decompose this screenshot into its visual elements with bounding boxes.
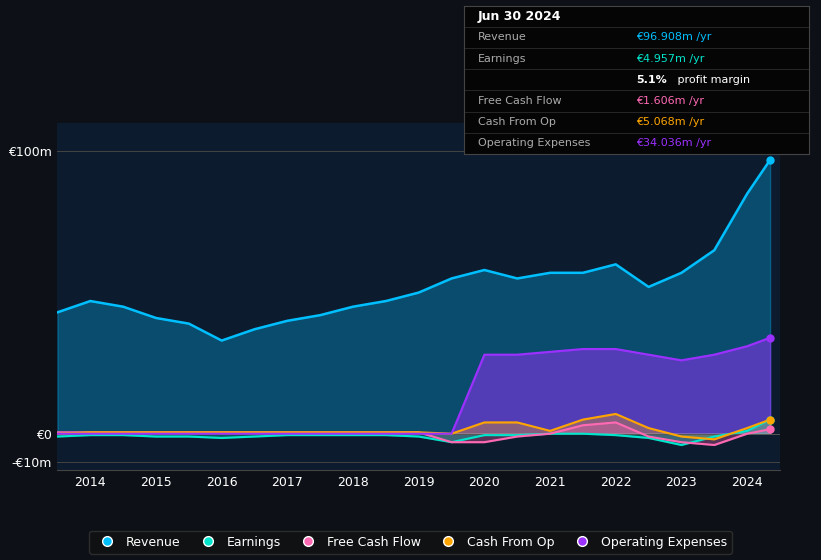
Text: Jun 30 2024: Jun 30 2024 [478, 10, 562, 23]
Text: Revenue: Revenue [478, 32, 526, 43]
Text: Free Cash Flow: Free Cash Flow [478, 96, 562, 106]
Text: €1.606m /yr: €1.606m /yr [636, 96, 704, 106]
Text: €96.908m /yr: €96.908m /yr [636, 32, 712, 43]
Text: Earnings: Earnings [478, 54, 526, 64]
Text: €5.068m /yr: €5.068m /yr [636, 117, 704, 127]
Text: €34.036m /yr: €34.036m /yr [636, 138, 712, 148]
Text: €4.957m /yr: €4.957m /yr [636, 54, 704, 64]
Legend: Revenue, Earnings, Free Cash Flow, Cash From Op, Operating Expenses: Revenue, Earnings, Free Cash Flow, Cash … [89, 531, 732, 554]
Text: 5.1%: 5.1% [636, 75, 667, 85]
Text: Operating Expenses: Operating Expenses [478, 138, 590, 148]
Text: profit margin: profit margin [674, 75, 750, 85]
Text: Cash From Op: Cash From Op [478, 117, 556, 127]
